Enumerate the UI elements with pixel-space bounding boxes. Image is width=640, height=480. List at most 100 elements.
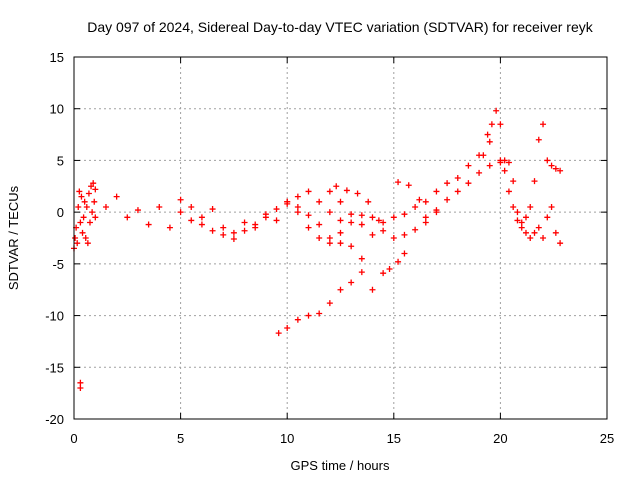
data-point [544,157,551,164]
data-point [84,240,91,247]
series-descending-arc-1 [284,198,344,247]
data-point [480,152,487,159]
series-track-15 [380,250,408,277]
data-point [510,203,517,210]
data-points [71,107,564,391]
plot-frame [73,56,608,420]
data-point [358,269,365,276]
data-point [294,203,301,210]
y-tick-label: 10 [50,102,64,117]
y-tick-label: 5 [57,153,64,168]
data-point [74,240,81,247]
data-point [294,316,301,323]
data-point [124,214,131,221]
data-point [422,214,429,221]
data-point [422,219,429,226]
series-arc-16b [395,179,423,203]
data-point [522,214,529,221]
series-late-a [501,121,564,226]
y-axis-label: SDTVAR / TECUs [6,185,21,290]
x-tick-label: 20 [493,431,507,446]
x-axis-label: GPS time / hours [291,458,390,473]
data-point [422,198,429,205]
y-tick-label: -20 [45,412,64,427]
data-point [348,279,355,286]
data-point [380,227,387,234]
data-point [76,188,83,195]
data-point [395,258,402,265]
data-point [198,214,205,221]
data-point [188,203,195,210]
data-point [145,221,152,228]
data-point [476,169,483,176]
data-point [166,224,173,231]
data-point [77,219,84,226]
data-point [358,255,365,262]
data-point [510,178,517,185]
data-point [252,221,259,228]
series-band-20 [422,159,504,221]
data-point [486,138,493,145]
data-point [401,211,408,218]
series-cluster-start [71,180,99,252]
data-point [89,209,96,216]
data-point [88,183,95,190]
data-point [230,236,237,243]
data-point [80,214,87,221]
data-point [90,180,97,187]
data-point [220,224,227,231]
data-point [92,186,99,193]
y-tick-label: 0 [57,205,64,220]
data-point [518,224,525,231]
data-point [134,207,141,214]
series-arc-3 [326,188,387,238]
data-point [552,229,559,236]
data-point [405,182,412,189]
data-point [85,190,92,197]
y-tick-label: -5 [52,257,64,272]
data-point [354,190,361,197]
axis-ticks: 0 5 10 15 20 25 -20 -15 -10 -5 0 5 10 15 [45,50,614,446]
x-tick-label: 5 [177,431,184,446]
data-point [326,235,333,241]
data-point [412,203,419,210]
data-point [522,229,529,236]
series-rising-track [275,269,365,337]
data-point [337,286,344,293]
data-point [501,167,508,174]
data-point [552,165,559,172]
data-point [348,219,355,226]
data-point [433,209,440,216]
data-point [390,214,397,221]
data-point [380,270,387,277]
data-point [548,203,555,210]
data-point [386,266,393,273]
data-point [86,219,93,226]
data-point [326,188,333,195]
data-point [531,229,538,236]
x-tick-label: 0 [70,431,77,446]
data-point [77,379,84,386]
series-band-low [177,200,291,243]
data-point [557,240,564,247]
data-point [527,235,534,241]
data-point [326,240,333,247]
data-point [369,214,376,221]
data-point [401,250,408,257]
data-point [305,312,312,319]
data-point [337,198,344,205]
data-point [305,188,312,195]
y-tick-label: -10 [45,309,64,324]
data-point [75,203,82,210]
data-point [540,235,547,241]
data-point [241,219,248,226]
data-point [77,384,84,391]
data-point [209,206,216,213]
y-tick-label: 15 [50,50,64,65]
data-point [333,183,340,190]
data-point [454,175,461,182]
data-point [548,162,555,169]
data-point [79,229,86,236]
data-point [395,179,402,186]
